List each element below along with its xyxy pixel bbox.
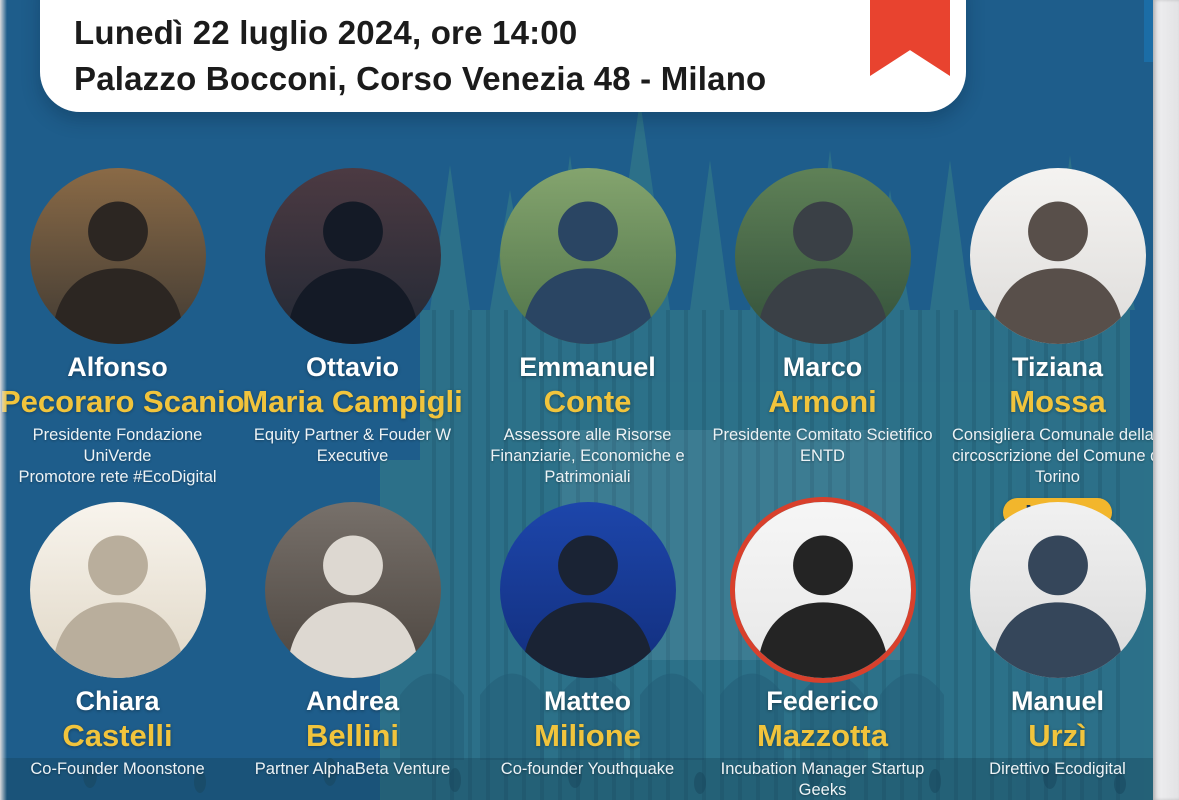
speaker-role: Presidente Fondazione UniVerde — [32, 426, 203, 465]
speaker-first-name: Federico — [766, 686, 879, 716]
speaker-role: Partner AlphaBeta Venture — [254, 760, 451, 778]
speaker-photo — [29, 502, 206, 678]
speaker-card: Tiziana Mossa Consigliera Comunale della… — [940, 168, 1175, 527]
person-silhouette-icon — [54, 201, 181, 344]
speaker-photo — [734, 502, 911, 678]
speaker-last-name: Armoni — [768, 384, 877, 419]
speaker-first-name: Tiziana — [1011, 352, 1104, 382]
speaker-roles: Incubation Manager Startup Geeks — [705, 759, 940, 800]
speaker-role: Consigliera Comunale della I circoscrizi… — [952, 426, 1163, 486]
speaker-last-name: Castelli — [62, 718, 173, 753]
speaker-card: Andrea Bellini Partner AlphaBeta Venture — [235, 502, 470, 800]
speaker-last-name: Pecoraro Scanio — [0, 384, 245, 419]
speaker-first-name: Chiara — [75, 686, 160, 716]
speaker-first-name: Emmanuel — [519, 352, 656, 382]
speaker-last-name: Mossa — [1009, 384, 1106, 419]
speaker-last-name: Bellini — [305, 718, 399, 753]
person-silhouette-icon — [289, 535, 416, 678]
page-edge-right — [1153, 0, 1179, 800]
event-date: Lunedì 22 luglio 2024, ore 14:00 — [74, 14, 578, 51]
speaker-photo — [734, 168, 911, 344]
speaker-role: Presidente Comitato Scietifico ENTD — [712, 426, 933, 465]
speaker-photo — [499, 502, 676, 678]
speaker-card: Matteo Milione Co-founder Youthquake — [470, 502, 705, 800]
speaker-photo — [264, 168, 441, 344]
person-silhouette-icon — [759, 201, 886, 344]
person-silhouette-icon — [524, 535, 651, 678]
speaker-last-name: Maria Campigli — [242, 384, 463, 419]
speaker-first-name: Alfonso — [67, 352, 168, 382]
speaker-roles: Equity Partner & Fouder W Executive — [235, 425, 470, 467]
speaker-roles: Assessore alle Risorse Finanziarie, Econ… — [470, 425, 705, 488]
speaker-card: Emmanuel Conte Assessore alle Risorse Fi… — [470, 168, 705, 527]
person-silhouette-icon — [994, 201, 1121, 344]
speaker-first-name: Marco — [782, 352, 863, 382]
person-silhouette-icon — [524, 201, 651, 344]
speaker-first-name: Ottavio — [305, 352, 399, 382]
speaker-first-name: Matteo — [544, 686, 631, 716]
page-edge-accent — [1144, 0, 1154, 62]
speaker-photo — [29, 168, 206, 344]
speaker-photo — [264, 502, 441, 678]
speaker-role: Incubation Manager Startup Geeks — [720, 760, 925, 799]
speakers-row-2: Chiara Castelli Co-Founder Moonstone And… — [0, 502, 1175, 800]
speaker-last-name: Mazzotta — [757, 718, 888, 753]
speaker-first-name: Manuel — [1010, 686, 1104, 716]
speaker-roles: Presidente Comitato Scietifico ENTD — [705, 425, 940, 467]
speaker-card: Manuel Urzì Direttivo Ecodigital — [940, 502, 1175, 800]
speaker-roles: Partner AlphaBeta Venture — [235, 759, 470, 780]
speaker-first-name: Andrea — [305, 686, 400, 716]
speaker-roles: Consigliera Comunale della I circoscrizi… — [940, 425, 1175, 488]
speaker-card: Marco Armoni Presidente Comitato Scietif… — [705, 168, 940, 527]
speaker-role: Equity Partner & Fouder W Executive — [253, 426, 452, 465]
speaker-photo — [969, 502, 1146, 678]
speaker-last-name: Milione — [534, 718, 641, 753]
speaker-card: Federico Mazzotta Incubation Manager Sta… — [705, 502, 940, 800]
person-silhouette-icon — [54, 535, 181, 678]
speaker-card: Chiara Castelli Co-Founder Moonstone — [0, 502, 235, 800]
person-silhouette-icon — [289, 201, 416, 344]
speaker-roles: Presidente Fondazione UniVerde Promotore… — [0, 425, 235, 488]
speaker-last-name: Urzì — [1028, 718, 1087, 753]
speaker-card: Ottavio Maria Campigli Equity Partner & … — [235, 168, 470, 527]
page-edge-left — [0, 0, 7, 800]
speaker-roles: Co-founder Youthquake — [470, 759, 705, 780]
person-silhouette-icon — [759, 535, 886, 678]
speaker-role: Assessore alle Risorse Finanziarie, Econ… — [490, 426, 685, 486]
speakers-row-1: Alfonso Pecoraro Scanio Presidente Fonda… — [0, 168, 1175, 527]
speaker-role: Promotore rete #EcoDigital — [18, 468, 217, 486]
speaker-role: Co-Founder Moonstone — [30, 760, 205, 778]
speaker-role: Direttivo Ecodigital — [989, 760, 1126, 778]
event-header-card: Lunedì 22 luglio 2024, ore 14:00 Palazzo… — [40, 0, 966, 112]
event-venue: Palazzo Bocconi, Corso Venezia 48 - Mila… — [74, 60, 767, 97]
speaker-photo — [499, 168, 676, 344]
speaker-roles: Co-Founder Moonstone — [0, 759, 235, 780]
speaker-photo — [969, 168, 1146, 344]
person-silhouette-icon — [994, 535, 1121, 678]
speaker-role: Co-founder Youthquake — [500, 760, 675, 778]
speaker-last-name: Conte — [543, 384, 632, 419]
speaker-roles: Direttivo Ecodigital — [940, 759, 1175, 780]
speaker-card: Alfonso Pecoraro Scanio Presidente Fonda… — [0, 168, 245, 527]
